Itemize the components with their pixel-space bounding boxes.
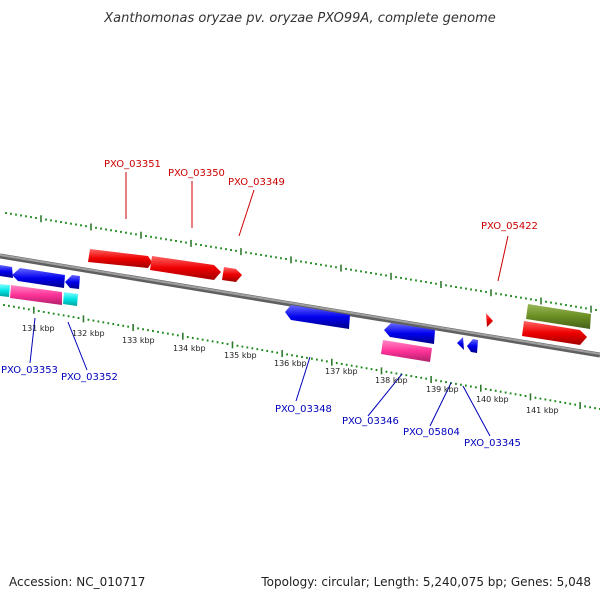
- gene-label-pxo-03346[interactable]: PXO_03346: [342, 416, 399, 427]
- backbone: [0, 253, 600, 358]
- gene-pxo-03346-upper[interactable]: [384, 323, 435, 344]
- kbp-label: 140 kbp: [476, 395, 509, 404]
- kbp-label: 131 kbp: [22, 324, 55, 333]
- ruler-lower: [3, 304, 600, 410]
- kbp-labels: 131 kbp 132 kbp 133 kbp 134 kbp 135 kbp …: [22, 324, 559, 415]
- gene-pxo-03353[interactable]: [12, 268, 65, 288]
- kbp-label: 133 kbp: [122, 336, 155, 345]
- gene-label-pxo-03345[interactable]: PXO_03345: [464, 438, 521, 449]
- features: [0, 249, 591, 362]
- map-title: Xanthomonas oryzae pv. oryzae PXO99A, co…: [104, 11, 496, 26]
- gene-label-pxo-03352[interactable]: PXO_03352: [61, 372, 118, 383]
- kbp-label: 134 kbp: [173, 344, 206, 353]
- forward-gene-labels: PXO_03351 PXO_03350 PXO_03349 PXO_05422: [104, 159, 538, 232]
- gene-pxo-03346[interactable]: [381, 340, 432, 362]
- kbp-label: 136 kbp: [274, 359, 307, 368]
- kbp-label: 137 kbp: [325, 367, 358, 376]
- gene-cyan-left[interactable]: [0, 284, 10, 297]
- gene-olive-right[interactable]: [526, 304, 591, 329]
- kbp-label: 138 kbp: [375, 376, 408, 385]
- gene-label-pxo-05804[interactable]: PXO_05804: [403, 427, 460, 438]
- gene-pxo-03350[interactable]: [150, 256, 221, 280]
- gene-label-pxo-03348[interactable]: PXO_03348: [275, 404, 332, 415]
- leader-lines: [29, 172, 509, 437]
- gene-blue-left-edge[interactable]: [0, 265, 13, 278]
- gene-red-right[interactable]: [522, 321, 587, 345]
- ruler-upper: [5, 212, 597, 313]
- kbp-label: 141 kbp: [526, 406, 559, 415]
- gene-label-pxo-03353[interactable]: PXO_03353: [1, 365, 58, 376]
- kbp-label: 135 kbp: [224, 351, 257, 360]
- kbp-label: 132 kbp: [72, 329, 105, 338]
- gene-label-pxo-03349[interactable]: PXO_03349: [228, 177, 285, 188]
- gene-blue-small-left[interactable]: [65, 275, 80, 289]
- gene-cyan-small[interactable]: [63, 292, 78, 306]
- kbp-label: 139 kbp: [426, 385, 459, 394]
- gene-pxo-03349[interactable]: [222, 267, 242, 282]
- accession-text: Accession: NC_010717: [9, 575, 146, 589]
- gene-pxo-05422[interactable]: [486, 313, 493, 327]
- gene-pxo-03351[interactable]: [88, 249, 152, 268]
- gene-label-pxo-03351[interactable]: PXO_03351: [104, 159, 161, 170]
- gene-pxo-03352[interactable]: [10, 285, 62, 305]
- gene-pxo-05804[interactable]: [457, 337, 464, 350]
- gene-pxo-03345[interactable]: [467, 339, 478, 353]
- reverse-gene-labels: PXO_03353 PXO_03352 PXO_03348 PXO_03346 …: [1, 365, 521, 449]
- genome-summary-text: Topology: circular; Length: 5,240,075 bp…: [261, 575, 591, 589]
- gene-label-pxo-03350[interactable]: PXO_03350: [168, 168, 225, 179]
- gene-pxo-03348[interactable]: [285, 305, 350, 329]
- gene-label-pxo-05422[interactable]: PXO_05422: [481, 221, 538, 232]
